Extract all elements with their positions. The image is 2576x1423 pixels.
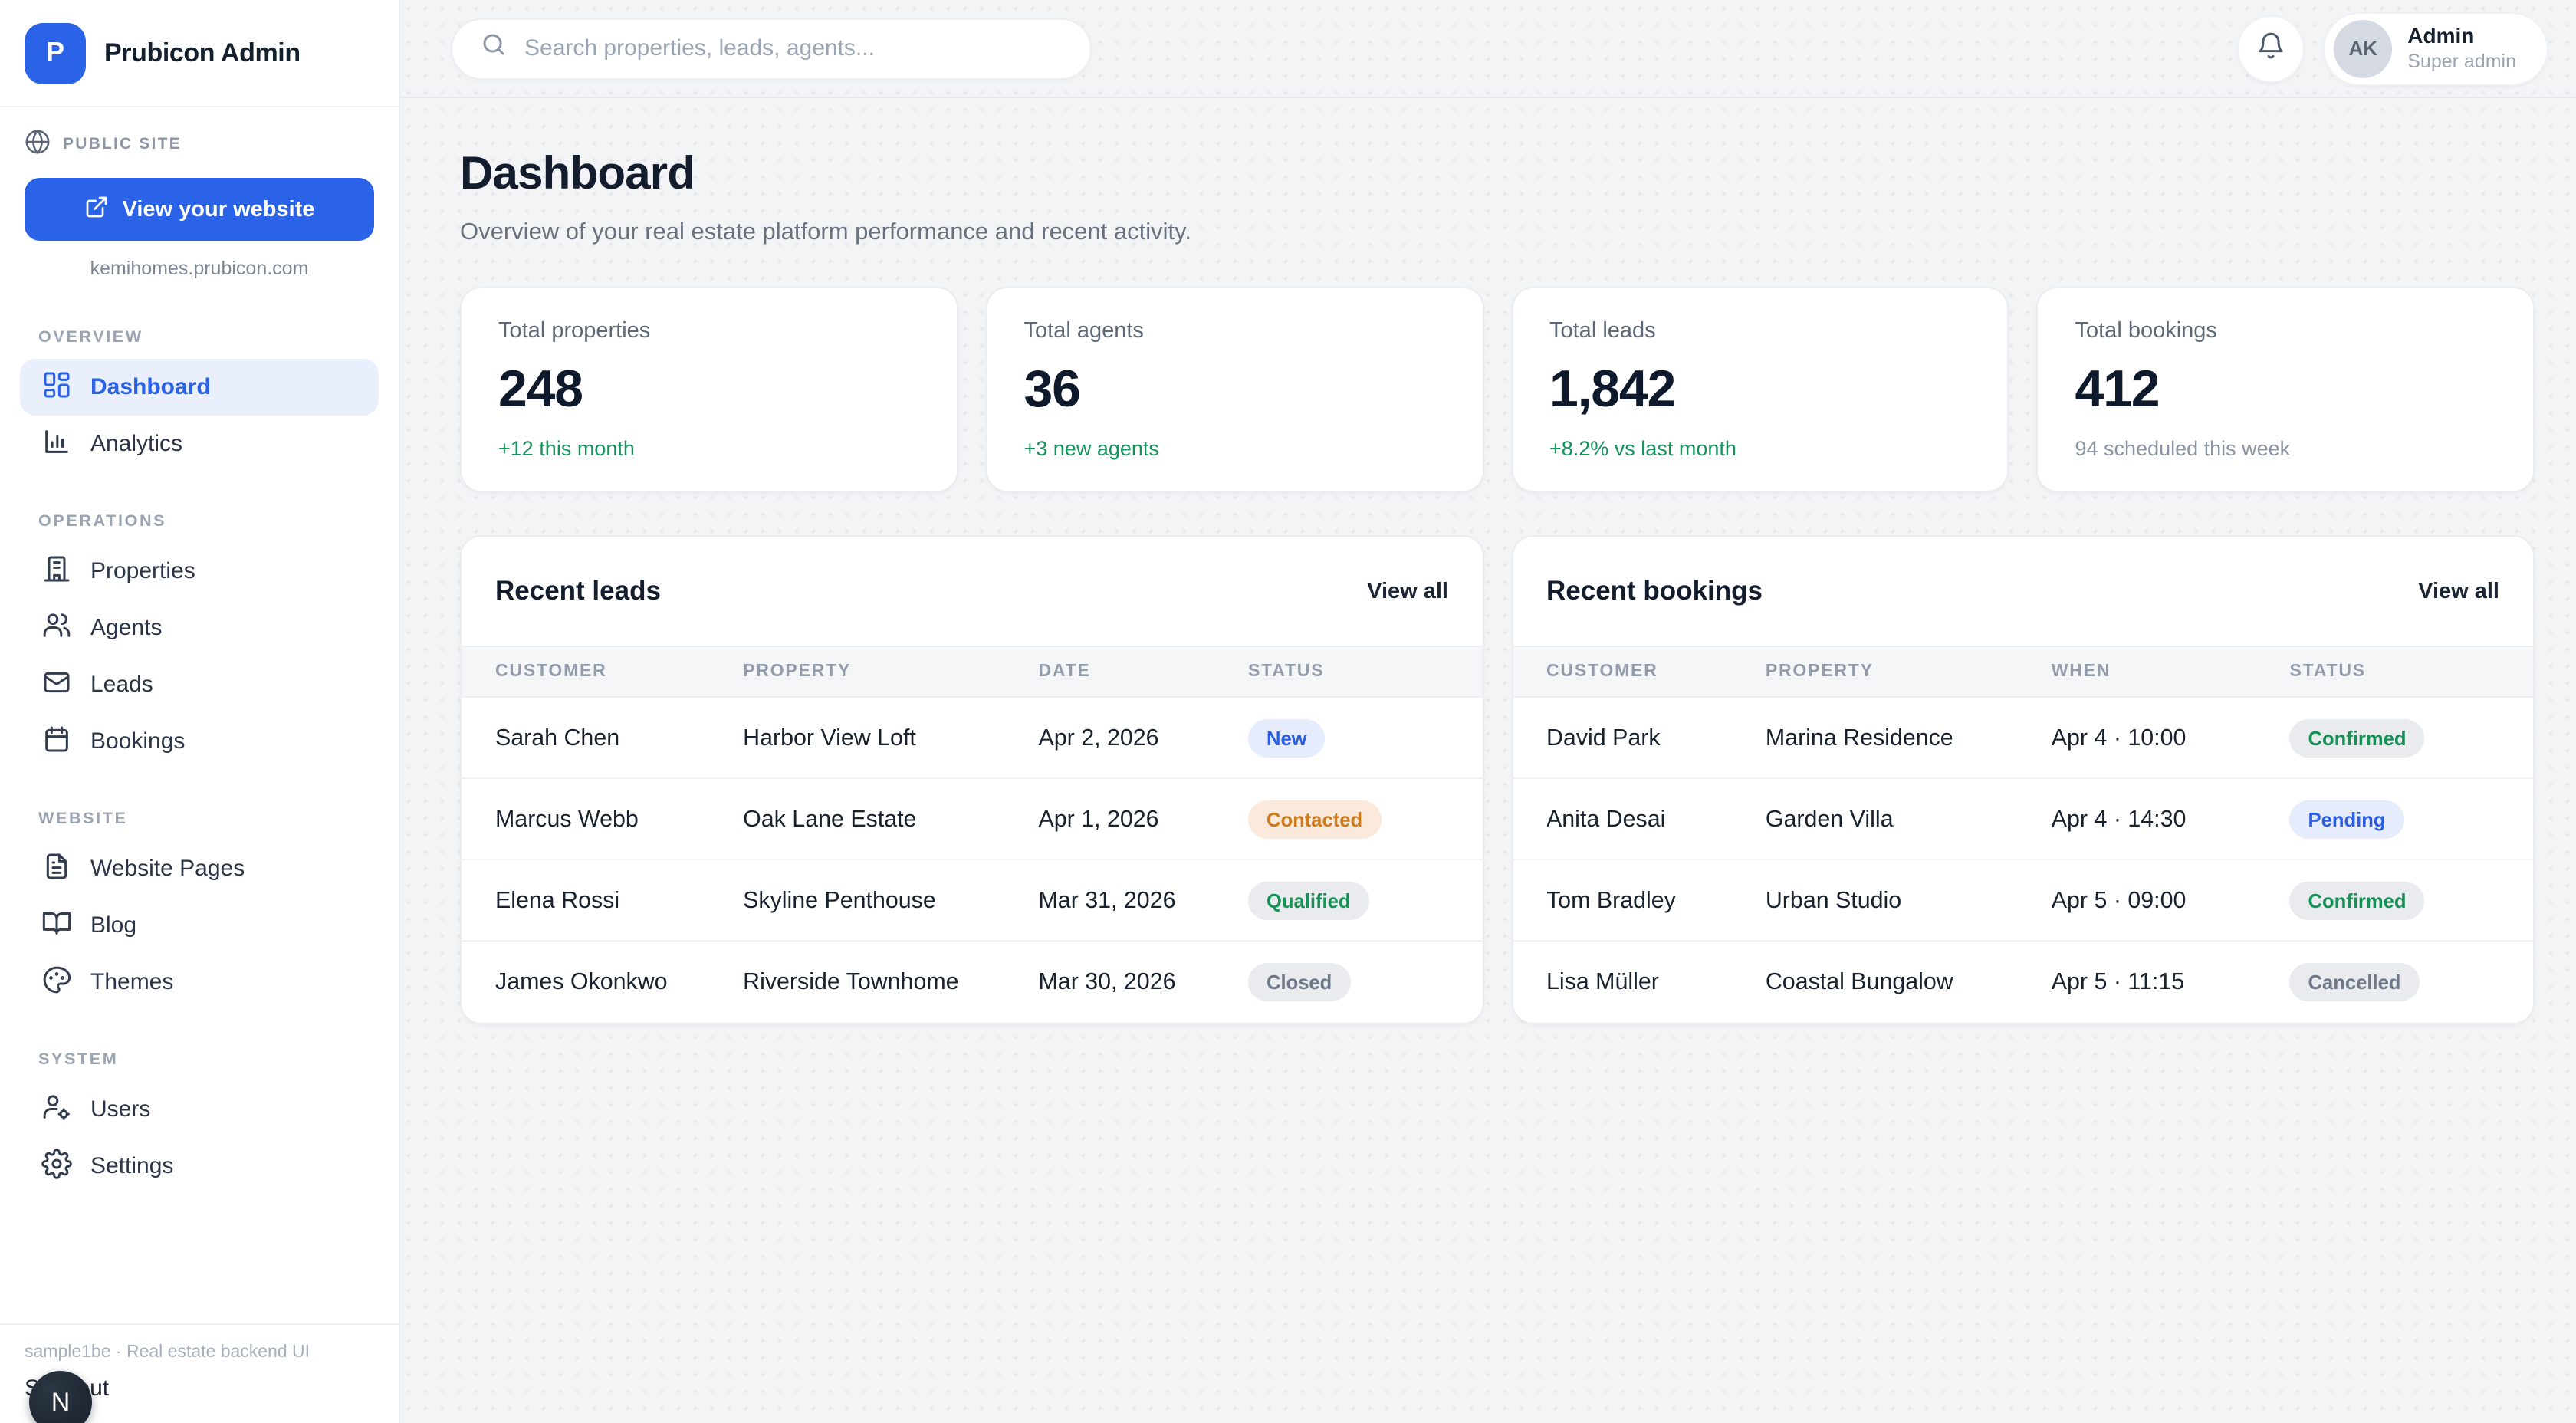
recent-leads-title: Recent leads [495,575,661,606]
stat-card-total-properties: Total properties 248 +12 this month [460,287,958,492]
app-title: Prubicon Admin [104,38,301,67]
brand-logo: P [25,22,86,84]
table-row: Lisa Müller Coastal Bungalow Apr 5 · 11:… [1513,942,2533,1023]
gear-icon [41,1148,72,1185]
table-row: Anita Desai Garden Villa Apr 4 · 14:30 P… [1513,779,2533,860]
search-icon [480,31,508,66]
user-menu[interactable]: AK Admin Super admin [2323,12,2548,85]
sidebar-item-leads[interactable]: Leads [20,656,379,713]
site-domain: kemihomes.prubicon.com [90,258,309,279]
stat-card-total-leads: Total leads 1,842 +8.2% vs last month [1511,287,2009,492]
page-subtitle: Overview of your real estate platform pe… [460,219,1191,245]
sidebar-item-bookings[interactable]: Bookings [20,713,379,770]
leads-table-header: CUSTOMER PROPERTY DATE STATUS [462,646,1482,698]
notifications-button[interactable] [2237,15,2305,82]
user-name: Admin [2407,23,2475,48]
sidebar-item-analytics[interactable]: Analytics [20,416,379,472]
nav-section-overview: OVERVIEW [38,328,143,347]
global-search[interactable] [451,18,1092,79]
nav-section-system: SYSTEM [38,1050,119,1069]
stat-card-total-agents: Total agents 36 +3 new agents [985,287,1484,492]
recent-bookings-title: Recent bookings [1546,575,1763,606]
search-input[interactable] [524,35,1063,61]
stat-delta: +12 this month [498,437,635,460]
status-badge: New [1247,718,1326,757]
palette-icon [41,964,72,1001]
sidebar-item-settings[interactable]: Settings [20,1138,379,1195]
dashboard-icon [41,369,72,406]
stat-card-total-bookings: Total bookings 412 94 scheduled this wee… [2036,287,2535,492]
public-site-section: PUBLIC SITE View your website kemihomes.… [0,107,399,279]
stat-delta: +3 new agents [1024,437,1159,460]
brand-header: P Prubicon Admin [0,0,399,107]
status-badge: Contacted [1247,800,1382,838]
view-website-button[interactable]: View your website [25,178,374,241]
sidebar-item-blog[interactable]: Blog [20,897,379,954]
stat-value: 248 [498,360,583,419]
user-role: Super admin [2407,50,2516,72]
analytics-icon [41,426,72,462]
table-row: Marcus Webb Oak Lane Estate Apr 1, 2026 … [462,779,1482,860]
mail-icon [41,666,72,703]
file-text-icon [41,850,72,887]
status-badge: Confirmed [2289,881,2425,919]
globe-icon [25,129,51,159]
sidebar-item-website-pages[interactable]: Website Pages [20,840,379,897]
sidebar-item-dashboard[interactable]: Dashboard [20,359,379,416]
stat-value: 412 [2075,360,2160,419]
nav-section-operations: OPERATIONS [38,512,167,531]
nav-section-website: WEBSITE [38,810,128,828]
building-icon [41,553,72,590]
leads-view-all-link[interactable]: View all [1367,579,1448,603]
users-icon [41,610,72,646]
topbar-right: AK Admin Super admin [2237,12,2548,85]
status-badge: Confirmed [2289,718,2425,757]
bookings-table-header: CUSTOMER PROPERTY WHEN STATUS [1513,646,2533,698]
sidebar: P Prubicon Admin PUBLIC SITE View your w… [0,0,400,1423]
sidebar-item-users[interactable]: Users [20,1081,379,1138]
page-title: Dashboard [460,149,695,199]
table-row: James Okonkwo Riverside Townhome Mar 30,… [462,942,1482,1023]
external-link-icon [84,194,109,225]
table-row: Elena Rossi Skyline Penthouse Mar 31, 20… [462,860,1482,942]
user-gear-icon [41,1091,72,1128]
status-badge: Qualified [1247,881,1369,919]
status-badge: Cancelled [2289,963,2420,1001]
sidebar-item-properties[interactable]: Properties [20,543,379,600]
main-area: AK Admin Super admin Dashboard Overview … [400,0,2576,1423]
topbar: AK Admin Super admin [400,0,2576,98]
calendar-icon [41,723,72,760]
recent-bookings-panel: Recent bookings View all CUSTOMER PROPER… [1511,535,2535,1024]
sidebar-item-themes[interactable]: Themes [20,954,379,1011]
table-row: Sarah Chen Harbor View Loft Apr 2, 2026 … [462,698,1482,779]
avatar: AK [2334,19,2393,77]
footer-note: sample1be · Real estate backend UI [25,1343,310,1362]
panels-row: Recent leads View all CUSTOMER PROPERTY … [460,535,2535,1024]
stat-delta: +8.2% vs last month [1549,437,1737,460]
stats-row: Total properties 248 +12 this month Tota… [460,287,2535,492]
table-row: David Park Marina Residence Apr 4 · 10:0… [1513,698,2533,779]
sidebar-item-agents[interactable]: Agents [20,600,379,656]
stat-delta: 94 scheduled this week [2075,437,2291,460]
stat-value: 1,842 [1549,360,1676,419]
stat-value: 36 [1024,360,1081,419]
bell-icon [2256,31,2286,66]
public-site-label: PUBLIC SITE [63,135,182,153]
dev-tools-badge[interactable]: N [29,1371,92,1423]
recent-leads-panel: Recent leads View all CUSTOMER PROPERTY … [460,535,1484,1024]
book-open-icon [41,907,72,944]
status-badge: Pending [2289,800,2404,838]
dashboard-content: Dashboard Overview of your real estate p… [400,98,2576,1423]
sidebar-nav: OVERVIEW Dashboard Analytics OPERATIONS … [0,279,399,1323]
table-row: Tom Bradley Urban Studio Apr 5 · 09:00 C… [1513,860,2533,942]
bookings-view-all-link[interactable]: View all [2418,579,2499,603]
status-badge: Closed [1247,963,1351,1001]
